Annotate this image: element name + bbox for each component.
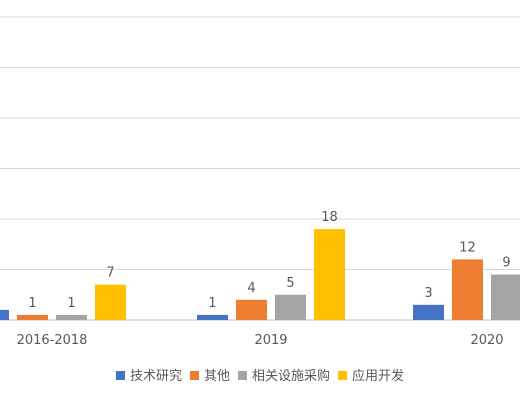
data-label: 9 [502,256,510,271]
legend-label: 应用开发 [352,368,404,384]
legend-label: 相关设施采购 [252,368,330,384]
data-labels: 1 1 7 1 4 5 18 3 12 9 [28,210,510,311]
bar [17,314,48,320]
x-tick-label: 2019 [254,333,287,348]
legend-swatch [238,371,247,380]
bar [452,259,483,320]
bar [95,284,126,320]
category-axis: 2016-2018 2019 2020 [17,333,504,348]
legend-swatch [116,371,125,380]
data-label: 12 [459,240,476,255]
bars [0,229,520,320]
data-label: 3 [424,286,432,301]
legend-swatch [190,371,199,380]
bar [413,304,444,320]
legend-label: 技术研究 [130,369,182,384]
bar [197,314,228,320]
x-tick-label: 2016-2018 [17,333,88,348]
data-label: 1 [67,296,75,311]
data-label: 1 [208,296,216,311]
data-label: 5 [286,276,294,291]
data-label: 4 [247,281,255,296]
bar [0,309,9,320]
bar [314,229,345,320]
data-label: 7 [106,266,114,281]
bar [275,294,306,320]
data-label: 18 [321,210,338,225]
legend-swatch [338,371,347,380]
x-tick-label: 2020 [470,333,503,348]
bar [491,274,520,320]
bar [56,314,87,320]
legend-label: 其他 [204,369,230,384]
gridlines [0,16,520,321]
legend: 技术研究 其他 相关设施采购 应用开发 [116,368,404,384]
bar [236,299,267,320]
data-label: 1 [28,296,36,311]
